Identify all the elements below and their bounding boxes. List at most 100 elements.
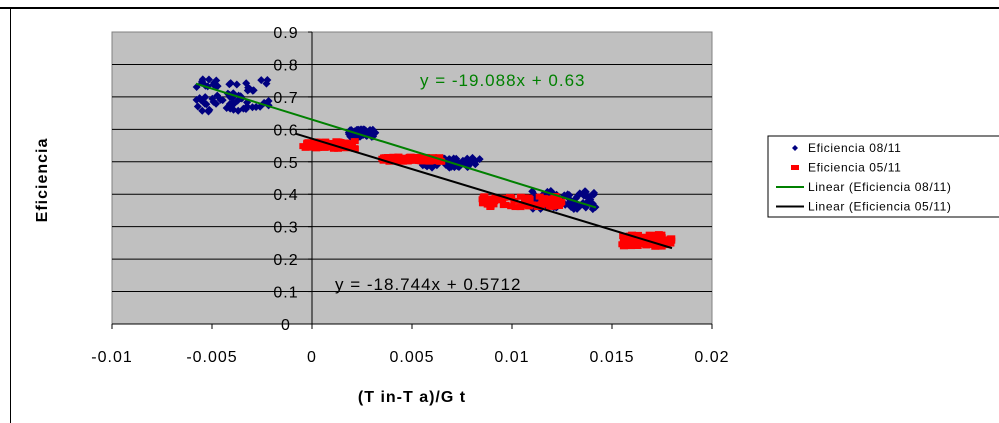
- point-0-0-58: [232, 80, 241, 89]
- point-1-1-64: [405, 153, 414, 160]
- point-1-1-63: [437, 158, 446, 165]
- point-0-3-36: [589, 188, 598, 197]
- point-0-0-45: [192, 95, 201, 104]
- x-tick-label-0: -0.01: [91, 349, 132, 366]
- point-0-0-65: [204, 107, 213, 116]
- point-0-3-68: [568, 202, 577, 211]
- point-1-2-50: [536, 202, 545, 209]
- data-points: [192, 75, 676, 250]
- point-0-0-57: [198, 106, 207, 115]
- point-1-1-65: [417, 158, 426, 165]
- point-0-0-62: [196, 95, 205, 104]
- point-1-2-61: [491, 194, 500, 201]
- point-0-0-48: [226, 79, 235, 88]
- point-1-3-66: [667, 237, 676, 244]
- point-1-2-67: [489, 198, 498, 205]
- y-tick-label-0: 0: [281, 317, 291, 334]
- legend: Eficiencia 08/11 Eficiencia 05/11 Linear (…: [767, 135, 999, 218]
- y-tick-label-1: 0.1: [273, 285, 298, 302]
- point-1-2-64: [499, 202, 508, 209]
- point-1-3-53: [623, 239, 632, 246]
- point-1-3-58: [647, 242, 656, 249]
- point-1-0-12: [350, 138, 359, 145]
- point-1-2-53: [541, 201, 550, 208]
- y-tick-label-5: 0.5: [273, 155, 298, 172]
- y-tick-label-7: 0.7: [273, 90, 298, 107]
- y-tick-label-2: 0.2: [273, 252, 298, 269]
- point-1-1-69: [392, 154, 401, 161]
- point-0-1-68: [370, 128, 379, 137]
- top-border-line: [0, 7, 999, 9]
- equation-labels: y = -19.088x + 0.63 y = -18.744x + 0.5712: [335, 71, 586, 294]
- point-1-2-68: [555, 200, 564, 207]
- point-1-2-63: [525, 203, 534, 210]
- point-0-0-66: [239, 104, 248, 113]
- point-1-0-67: [342, 142, 351, 149]
- legend-label-1: Eficiencia 05/11: [808, 161, 901, 175]
- point-1-3-55: [661, 238, 670, 245]
- point-0-0-53: [245, 84, 254, 93]
- plot-area: [111, 31, 713, 325]
- point-1-1-67: [424, 155, 433, 162]
- tick-labels: 0 0.1 0.2 0.3 0.4 0.5 0.6 0.7 0.8 0.9 -0.01 -0.005 0…: [91, 25, 729, 366]
- x-tick-label-6: 0.02: [694, 349, 729, 366]
- point-1-3-34: [640, 235, 649, 242]
- point-1-0-51: [307, 139, 316, 146]
- x-tick-label-5: 0.015: [589, 349, 634, 366]
- point-1-3-26: [642, 242, 651, 249]
- y-tick-label-9: 0.9: [273, 25, 298, 42]
- point-1-0-64: [336, 141, 345, 148]
- point-1-0-42: [321, 138, 330, 145]
- point-1-2-51: [539, 195, 548, 202]
- point-0-3-66: [581, 187, 590, 196]
- point-1-3-40: [657, 234, 666, 241]
- point-0-0-26: [202, 100, 211, 109]
- point-1-2-69: [486, 202, 495, 209]
- trendlines: [195, 82, 673, 250]
- point-1-0-48: [312, 138, 321, 145]
- legend-box: [767, 135, 999, 218]
- x-tick-label-2: 0: [307, 349, 317, 366]
- x-tick-label-1: -0.005: [186, 349, 237, 366]
- y-axis-title: Eficiencia: [34, 138, 51, 223]
- x-tick-label-3: 0.005: [389, 349, 434, 366]
- point-1-0-56: [305, 143, 314, 150]
- point-1-1-59: [412, 153, 421, 160]
- point-0-0-47: [198, 75, 207, 84]
- point-1-3-48: [645, 231, 654, 238]
- point-1-2-62: [525, 195, 534, 202]
- point-1-3-60: [633, 231, 642, 238]
- point-0-0-55: [209, 80, 218, 89]
- point-1-2-65: [545, 200, 554, 207]
- point-1-1-40: [416, 153, 425, 160]
- left-border-line: [10, 9, 11, 423]
- trendline-equation-1: y = -18.744x + 0.5712: [335, 275, 521, 294]
- y-tick-label-6: 0.6: [273, 122, 298, 139]
- point-1-3-46: [650, 236, 659, 243]
- point-0-0-38: [262, 79, 271, 88]
- trendline-equation-0: y = -19.088x + 0.63: [420, 71, 586, 90]
- point-1-0-52: [299, 143, 308, 150]
- point-1-2-66: [479, 200, 488, 207]
- point-1-0-69: [322, 144, 331, 151]
- point-1-2-27: [507, 203, 516, 210]
- point-1-2-43: [479, 194, 488, 201]
- point-0-0-63: [209, 97, 218, 106]
- point-1-0-66: [347, 142, 356, 149]
- point-1-0-55: [313, 144, 322, 151]
- point-1-3-65: [619, 243, 628, 250]
- point-0-0-67: [222, 103, 231, 112]
- point-0-0-16: [204, 75, 213, 84]
- point-1-0-65: [303, 139, 312, 146]
- point-0-0-54: [242, 79, 251, 88]
- point-1-1-47: [435, 154, 444, 161]
- point-1-2-22: [485, 195, 494, 202]
- point-1-1-51: [400, 154, 409, 161]
- point-1-2-60: [516, 204, 525, 211]
- point-1-2-41: [516, 193, 525, 200]
- point-0-0-64: [252, 103, 261, 112]
- point-0-3-47: [563, 190, 572, 199]
- legend-marker-0: [792, 145, 798, 151]
- point-1-3-67: [636, 241, 645, 248]
